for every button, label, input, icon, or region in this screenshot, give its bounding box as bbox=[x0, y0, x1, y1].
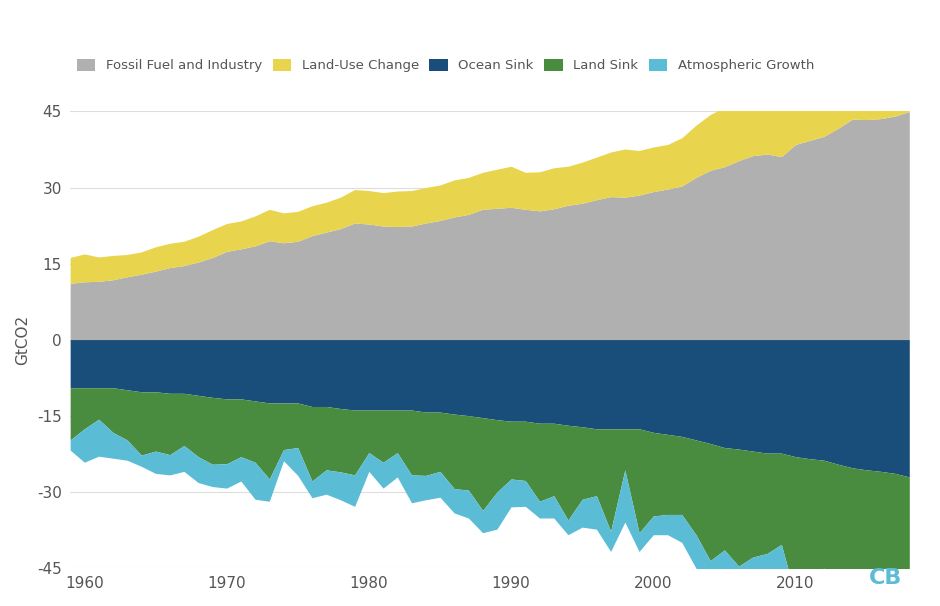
Legend: Fossil Fuel and Industry, Land-Use Change, Ocean Sink, Land Sink, Atmospheric Gr: Fossil Fuel and Industry, Land-Use Chang… bbox=[77, 59, 814, 72]
Text: CB: CB bbox=[869, 568, 902, 588]
Y-axis label: GtCO2: GtCO2 bbox=[15, 315, 30, 365]
